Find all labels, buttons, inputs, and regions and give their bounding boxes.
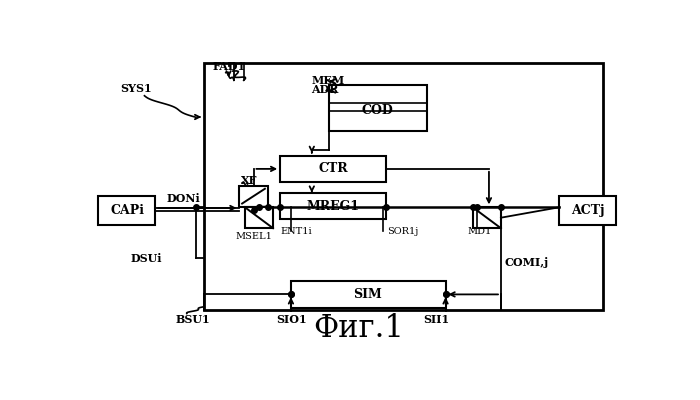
Text: SII1: SII1 xyxy=(423,314,449,325)
Text: CTR: CTR xyxy=(318,162,348,175)
Text: SIO1: SIO1 xyxy=(276,314,307,325)
Bar xyxy=(98,196,155,225)
Text: COMI,j: COMI,j xyxy=(504,256,548,268)
Text: FAD1: FAD1 xyxy=(212,61,246,72)
Text: MSEL1: MSEL1 xyxy=(235,232,272,241)
Bar xyxy=(245,207,273,228)
Bar xyxy=(280,193,386,219)
Bar xyxy=(204,63,603,310)
Text: XF: XF xyxy=(241,175,258,186)
Text: ADR: ADR xyxy=(312,84,339,95)
Bar xyxy=(239,186,267,207)
Bar xyxy=(329,85,426,131)
Bar xyxy=(291,280,445,308)
Text: MEM: MEM xyxy=(312,75,345,86)
Text: MD1: MD1 xyxy=(468,227,491,236)
Text: COD: COD xyxy=(362,104,393,117)
Text: SIM: SIM xyxy=(354,288,382,301)
Text: ENT1i: ENT1i xyxy=(280,227,312,236)
Text: SOR1j: SOR1j xyxy=(388,227,419,236)
Text: SYS1: SYS1 xyxy=(120,82,152,94)
Text: DONi: DONi xyxy=(166,194,200,204)
Text: MREG1: MREG1 xyxy=(307,200,360,212)
Bar xyxy=(559,196,617,225)
Text: CAPi: CAPi xyxy=(110,204,144,217)
Text: Фиг.1: Фиг.1 xyxy=(314,313,404,344)
Text: ACTj: ACTj xyxy=(571,204,605,217)
Bar xyxy=(280,156,386,182)
Text: DSUi: DSUi xyxy=(131,252,162,264)
Text: BSU1: BSU1 xyxy=(176,314,211,325)
Bar xyxy=(473,207,501,228)
